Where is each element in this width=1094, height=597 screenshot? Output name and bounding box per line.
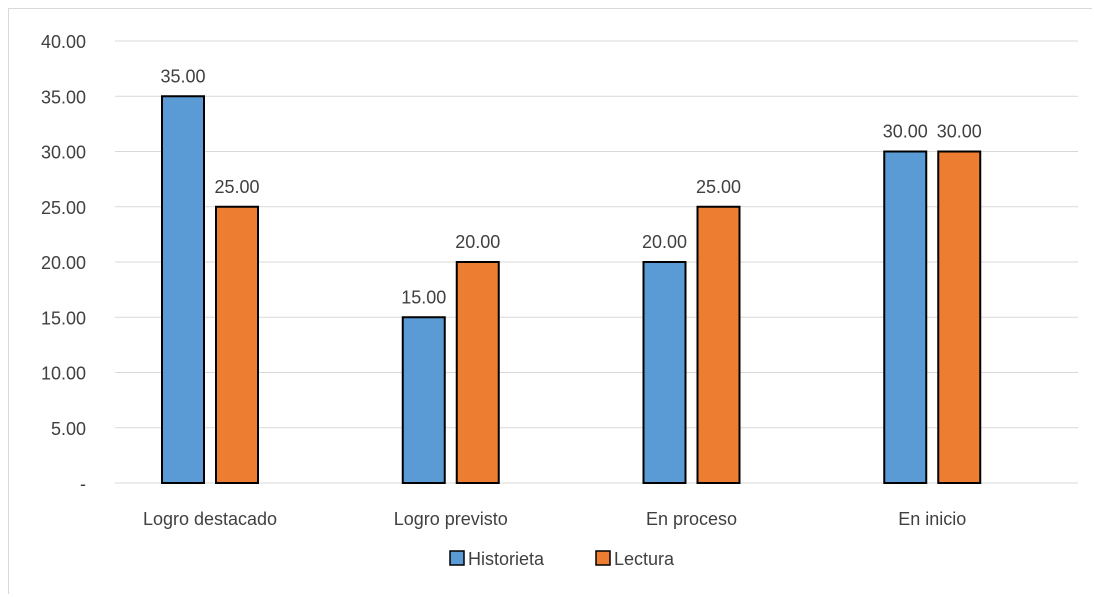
x-tick-label: En inicio [898, 509, 966, 529]
y-tick-label: 15.00 [41, 308, 86, 328]
y-tick-label: - [80, 474, 86, 494]
data-label: 35.00 [160, 66, 205, 86]
data-label: 30.00 [883, 122, 928, 142]
bar [937, 150, 982, 484]
x-tick-label: Logro destacado [143, 509, 277, 529]
bar [696, 205, 741, 484]
data-label: 25.00 [214, 177, 259, 197]
bar [455, 261, 500, 484]
y-tick-label: 40.00 [41, 32, 86, 52]
y-tick-label: 35.00 [41, 87, 86, 107]
legend-swatch [449, 550, 465, 566]
y-tick-label: 10.00 [41, 364, 86, 384]
x-tick-label: Logro previsto [394, 509, 508, 529]
y-tick-label: 25.00 [41, 198, 86, 218]
x-tick-label: En proceso [646, 509, 737, 529]
y-tick-label: 5.00 [51, 419, 86, 439]
data-label: 20.00 [455, 232, 500, 252]
bar [161, 95, 205, 484]
data-label: 20.00 [642, 232, 687, 252]
data-label: 15.00 [401, 287, 446, 307]
legend-label: Lectura [614, 549, 675, 569]
bar [642, 261, 687, 484]
data-label: 25.00 [696, 177, 741, 197]
bar [883, 150, 928, 484]
y-tick-label: 20.00 [41, 253, 86, 273]
y-tick-label: 30.00 [41, 143, 86, 163]
legend-swatch [595, 550, 611, 566]
bar [215, 205, 259, 484]
legend-label: Historieta [468, 549, 545, 569]
bar [401, 316, 446, 484]
data-label: 30.00 [937, 122, 982, 142]
